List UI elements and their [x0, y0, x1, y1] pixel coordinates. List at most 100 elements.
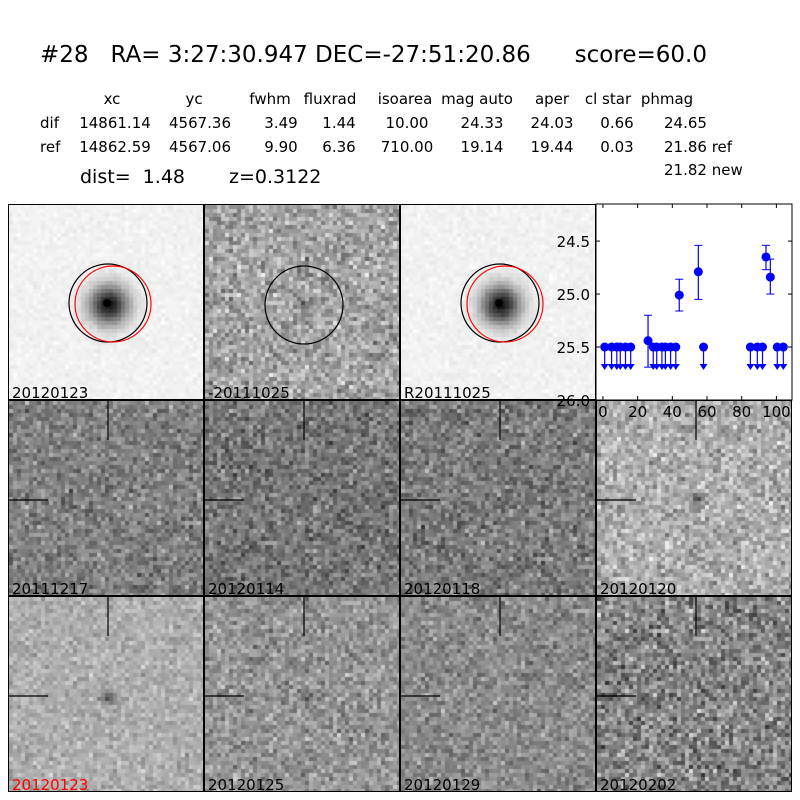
column-header: cl star [584, 90, 632, 108]
upper-limit-point [626, 342, 636, 352]
table-cell: 710.00 [380, 138, 434, 156]
light-curve-plot: 0 20 40 60 80 100 24.5 25.0 25.5 26.0 [557, 203, 793, 421]
upper-limit-arrowhead [626, 363, 635, 370]
stamp-label: R20111025 [404, 384, 491, 400]
upper-limit-arrowhead [607, 363, 616, 370]
stamp-20120202: 20120202 [596, 596, 792, 792]
upper-limit-point [600, 342, 610, 352]
upper-limit-arrowhead [666, 363, 675, 370]
stamp-image [401, 205, 595, 399]
detection-point [674, 290, 684, 300]
stamp--20111025: -20111025 [204, 204, 400, 400]
detection-point [761, 252, 771, 262]
stamp-image [401, 597, 595, 791]
figure-title: #28 RA= 3:27:30.947 DEC=-27:51:20.86 sco… [40, 42, 707, 68]
column-header: aper [534, 90, 570, 108]
x-tick-label: 0 [598, 403, 608, 421]
stamp-label: 20120120 [600, 580, 677, 596]
upper-limit-arrowhead [616, 363, 625, 370]
stamp-image [9, 205, 203, 399]
stamp-image [9, 597, 203, 791]
stamp-R20111025: R20111025 [400, 204, 596, 400]
row-label: dif [40, 114, 59, 132]
stamp-20120118: 20120118 [400, 400, 596, 596]
stamp-20120120: 20120120 [596, 400, 792, 596]
stamp-label: 20120114 [208, 580, 285, 596]
x-tick-label: 60 [697, 403, 716, 421]
plot-frame [595, 203, 793, 401]
stamp-20120125: 20120125 [204, 596, 400, 792]
stamp-20120114: 20120114 [204, 400, 400, 596]
x-tick-label: 100 [762, 403, 791, 421]
table-cell: 24.03 [530, 114, 574, 132]
stamp-20120129: 20120129 [400, 596, 596, 792]
stamp-image [205, 205, 399, 399]
column-header: mag auto [441, 90, 513, 108]
table-cell: 1.44 [322, 114, 356, 132]
stamp-label: 20120123 [12, 776, 89, 792]
upper-limit-point [699, 342, 709, 352]
table-cell: 9.90 [264, 138, 298, 156]
redshift-value: z=0.3122 [229, 166, 322, 188]
table-cell: 6.36 [322, 138, 356, 156]
stamp-label: 20120125 [208, 776, 285, 792]
ref-aperture-circle [68, 263, 148, 343]
stamp-label: 20111217 [12, 580, 89, 596]
column-header: yc [185, 90, 203, 108]
stamp-label: 20120129 [404, 776, 481, 792]
upper-limit-arrowhead [671, 363, 680, 370]
table-cell: 10.00 [385, 114, 429, 132]
table-cell: 3.49 [264, 114, 298, 132]
y-tick-label: 26.0 [557, 392, 590, 410]
upper-limit-point [745, 342, 755, 352]
table-cell: 14862.59 [79, 138, 151, 156]
upper-limit-arrowhead [600, 363, 609, 370]
stamp-label: 20120118 [404, 580, 481, 596]
x-tick-label: 40 [663, 403, 682, 421]
stamp-image [9, 401, 203, 595]
new-aperture-circle [74, 265, 152, 343]
upper-limit-arrowhead [753, 363, 762, 370]
x-tick-label: 20 [628, 403, 647, 421]
column-header: phmag [640, 90, 694, 108]
detection-point [693, 267, 703, 277]
y-tick-label: 25.5 [557, 339, 590, 357]
table-cell: 21.86 ref [664, 138, 733, 156]
stamp-image [205, 597, 399, 791]
table-cell: 4567.36 [168, 114, 232, 132]
upper-limit-arrowhead [758, 363, 767, 370]
column-header: fwhm [249, 90, 291, 108]
column-header: fluxrad [303, 90, 357, 108]
dist-value: dist= 1.48 [80, 166, 185, 188]
new-aperture-circle [466, 265, 544, 343]
upper-limit-arrowhead [779, 363, 788, 370]
table-cell: 14861.14 [79, 114, 151, 132]
table-cell: 4567.06 [168, 138, 232, 156]
stamp-20120123: 20120123 [8, 596, 204, 792]
stamp-label: 20120123 [12, 384, 89, 400]
detection-point [765, 272, 775, 282]
stamp-20111217: 20111217 [8, 400, 204, 596]
stamp-image [205, 401, 399, 595]
upper-limit-point [758, 342, 768, 352]
stamp-label: -20111025 [208, 384, 290, 400]
table-cell: 19.44 [530, 138, 574, 156]
upper-limit-arrowhead [661, 363, 670, 370]
table-cell: 0.03 [600, 138, 634, 156]
upper-limit-point [671, 342, 681, 352]
y-tick-label: 24.5 [557, 233, 590, 251]
row-label: ref [40, 138, 61, 156]
upper-limit-arrowhead [746, 363, 755, 370]
stamp-image [597, 597, 791, 791]
x-tick-label: 80 [732, 403, 751, 421]
column-header: xc [103, 90, 121, 108]
table-cell: 24.33 [460, 114, 504, 132]
upper-limit-arrowhead [773, 363, 782, 370]
stamp-image [401, 401, 595, 595]
upper-limit-arrowhead [621, 363, 630, 370]
stamp-label: 20120202 [600, 776, 677, 792]
ref-aperture-circle [460, 263, 540, 343]
ref-aperture-circle [264, 265, 344, 345]
stamp-20120123: 20120123 [8, 204, 204, 400]
